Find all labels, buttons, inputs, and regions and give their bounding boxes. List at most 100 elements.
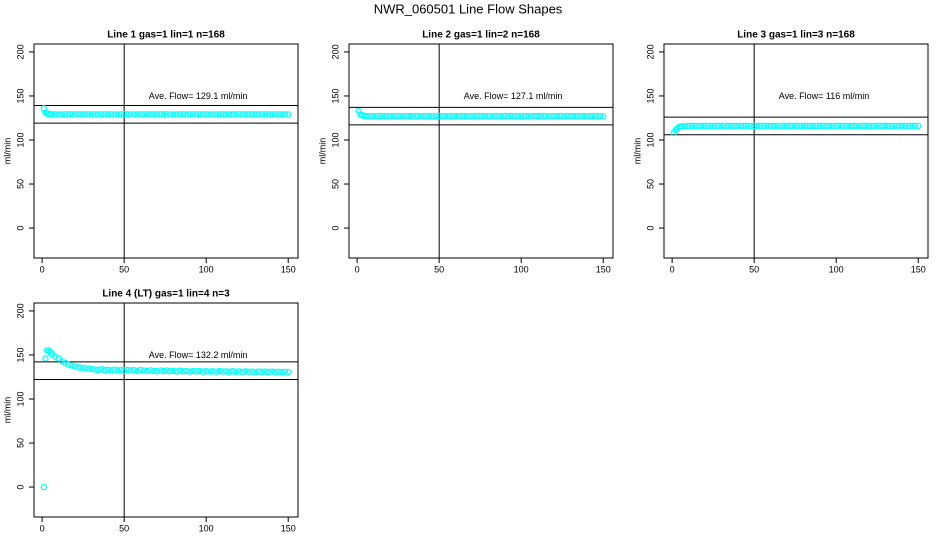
point [235,111,243,118]
x-tick-label: 150 [281,264,296,274]
point [71,111,79,118]
point [157,111,164,118]
point [560,113,568,120]
point [757,122,764,130]
point [485,112,492,120]
point [770,122,778,130]
point [242,111,249,118]
point [137,111,144,118]
point [790,122,797,130]
point [68,362,75,369]
point [878,122,886,130]
y-tick-label: 0 [330,226,340,231]
x-tick-label: 100 [199,264,214,274]
point [472,112,479,120]
point [488,113,495,120]
point [554,112,561,120]
plot-frame [33,43,299,259]
point [212,368,220,375]
plot-frame [33,302,299,518]
point [504,113,512,120]
point [842,122,850,130]
point [117,111,125,118]
point [107,367,115,374]
point [42,355,49,362]
point [747,122,755,130]
point [163,111,171,118]
point [285,368,292,376]
point [45,347,52,354]
point [58,357,66,365]
point [124,366,131,374]
y-tick-label: 100 [15,391,25,406]
point [225,111,233,118]
point [819,122,827,130]
point [524,112,531,120]
point [147,111,154,118]
point [869,122,876,130]
point [219,111,226,118]
y-tick-label: 200 [645,44,655,59]
x-tick-label: 0 [40,264,45,274]
point [235,368,243,375]
point [219,368,226,375]
point [517,112,525,120]
point [222,368,230,375]
point [271,111,279,118]
point [816,122,823,130]
point [114,367,121,374]
point [140,111,148,118]
point [439,112,446,120]
point [52,353,59,360]
point [225,368,233,376]
point [806,122,814,130]
point [202,111,210,118]
point [780,122,787,130]
point [255,368,262,375]
point [895,122,902,130]
point [71,363,79,370]
point [839,122,846,130]
annotation: Ave. Flow= 129.1 ml/min [149,91,248,101]
point [202,367,210,375]
y-tick-label: 200 [330,44,340,59]
point [754,122,761,130]
point [429,112,436,120]
point [209,111,216,118]
point [206,111,213,118]
point [166,367,174,375]
point [537,112,545,120]
point [104,366,111,373]
y-tick-label: 50 [15,438,25,448]
point [550,112,558,120]
point [813,122,820,130]
point [229,368,236,375]
point [422,112,430,120]
x-tick-label: 0 [40,523,45,533]
point [196,367,203,375]
point [373,112,381,120]
point [888,122,896,130]
point [268,368,276,375]
point [157,367,164,374]
point [245,111,253,118]
y-tick-label: 50 [330,179,340,189]
point [252,368,259,376]
point [265,368,272,376]
point [285,111,292,118]
point [872,122,879,130]
point [97,111,105,118]
point [68,111,75,118]
point [258,368,266,376]
panel-title: Line 2 gas=1 lin=2 n=168 [422,30,540,41]
point [390,112,397,120]
point [48,111,56,118]
point [793,122,801,130]
x-tick-label: 0 [355,264,360,274]
point [216,367,223,375]
point [468,112,476,120]
point [124,111,131,118]
point [386,113,394,120]
point [183,111,190,118]
